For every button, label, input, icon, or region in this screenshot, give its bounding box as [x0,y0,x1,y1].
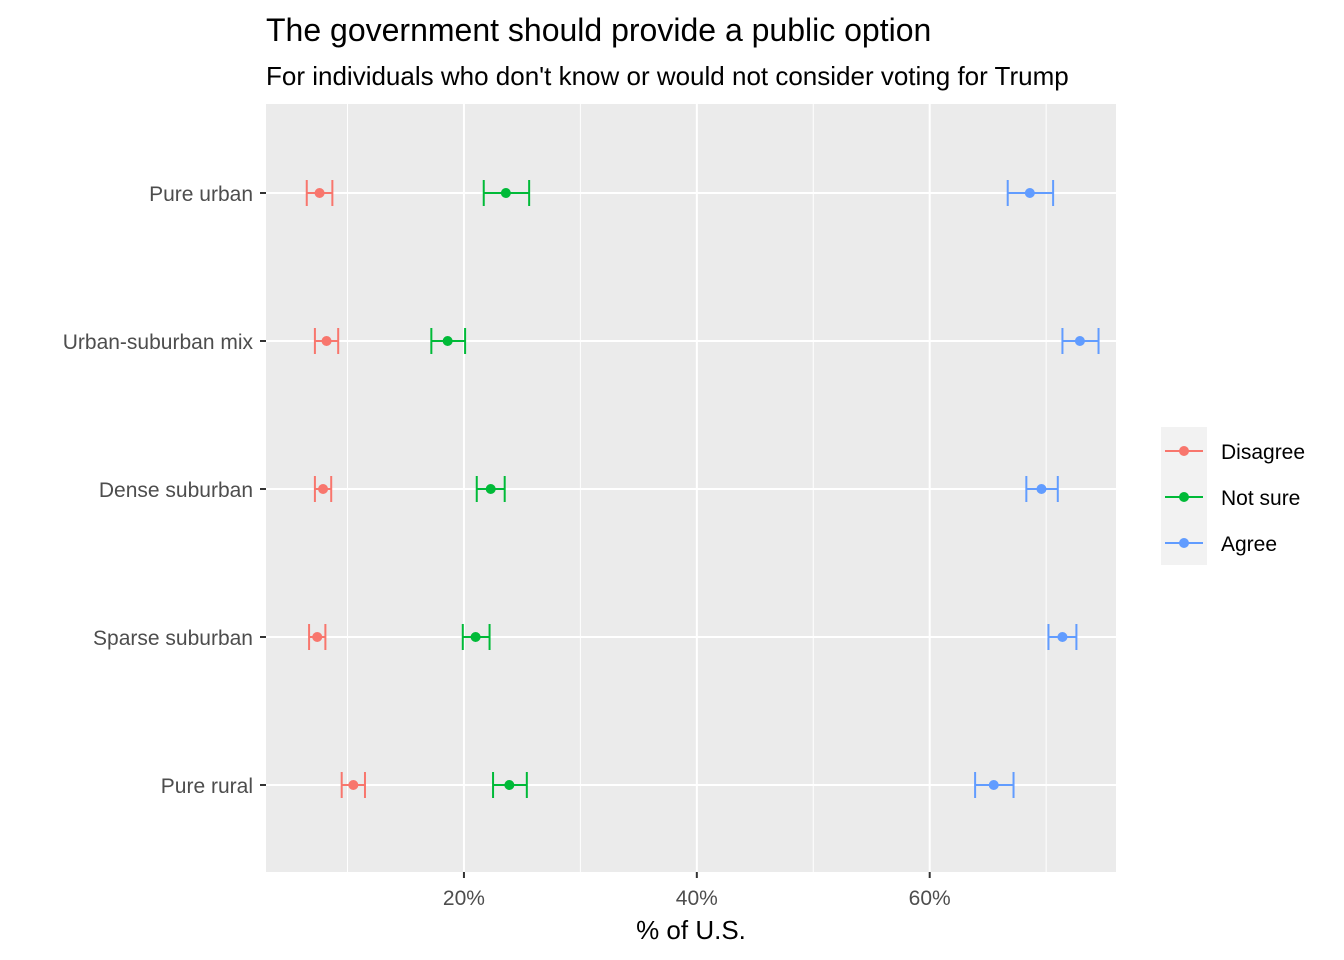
legend-label: Disagree [1221,441,1305,464]
legend-label: Not sure [1221,487,1300,510]
data-point [312,632,323,642]
data-point [348,780,359,790]
gridlines [266,104,1116,872]
x-axis: 20% 40% 60% [443,872,951,910]
data-point [485,484,496,494]
y-axis: Pure urban Urban-suburban mix Dense suburb… [63,183,266,798]
y-tick-label: Pure urban [149,183,253,206]
y-tick-label: Sparse suburban [93,627,253,650]
legend-key-point [1179,446,1189,456]
data-point [988,780,999,790]
data-point [504,780,515,790]
data-point [1036,484,1047,494]
x-tick-label: 40% [676,887,718,910]
data-point [500,188,511,198]
y-tick-label: Dense suburban [99,479,253,502]
data-marks [305,180,1100,798]
legend-label: Agree [1221,533,1277,556]
y-tick-label: Urban-suburban mix [63,331,254,354]
data-point [318,484,329,494]
legend: Disagree Not sure Agree [1161,427,1305,565]
data-point [1024,188,1035,198]
legend-key-point [1179,492,1189,502]
x-tick-label: 60% [909,887,951,910]
data-point [314,188,325,198]
data-point [321,336,332,346]
data-point [1074,336,1085,346]
y-tick-label: Pure rural [161,775,253,798]
x-tick-label: 20% [443,887,485,910]
data-point [442,336,453,346]
data-point [1057,632,1068,642]
x-axis-title: % of U.S. [636,915,746,945]
data-point [470,632,481,642]
chart-title: The government should provide a public o… [266,12,931,48]
chart-subtitle: For individuals who don't know or would … [266,61,1069,91]
legend-key-point [1179,538,1189,548]
